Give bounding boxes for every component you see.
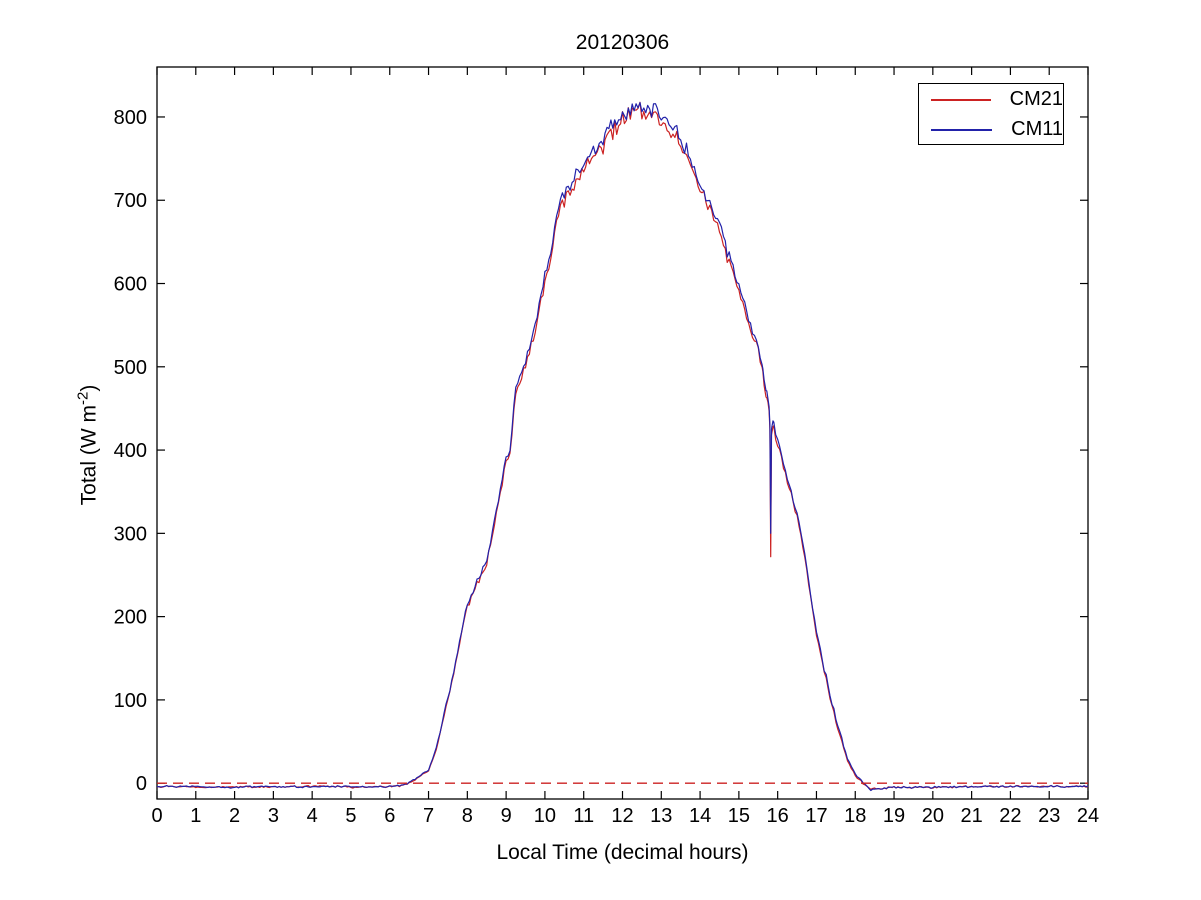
y-axis-label: Total (W m-2) (75, 385, 102, 506)
legend-entry-cm11: CM11 (919, 115, 1063, 144)
x-tick-label: 11 (573, 805, 594, 827)
x-tick-label: 6 (384, 805, 395, 827)
x-tick-label: 9 (501, 805, 512, 827)
y-tick-label: 400 (114, 440, 147, 462)
cm21-line-sample (931, 98, 991, 101)
y-tick-label: 800 (114, 107, 147, 129)
y-tick-label: 700 (114, 190, 147, 212)
x-tick-label: 0 (151, 805, 162, 827)
legend: CM21 CM11 (918, 83, 1064, 145)
x-tick-label: 16 (767, 805, 789, 827)
x-tick-label: 7 (423, 805, 434, 827)
x-tick-label: 12 (611, 805, 633, 827)
x-tick-label: 14 (689, 805, 711, 827)
x-tick-label: 24 (1077, 805, 1099, 827)
y-axis-label-close: ) (77, 384, 101, 392)
x-axis-label: Local Time (decimal hours) (496, 841, 749, 864)
x-tick-label: 5 (345, 805, 356, 827)
x-tick-label: 20 (922, 805, 944, 827)
series-line-cm21 (156, 101, 1089, 790)
x-tick-label: 4 (307, 805, 318, 827)
x-tick-label: 3 (268, 805, 279, 827)
x-tick-label: 21 (961, 805, 983, 827)
x-tick-label: 22 (999, 805, 1021, 827)
cm11-line-sample (931, 128, 993, 131)
chart-title: 20120306 (575, 31, 670, 54)
x-tick-label: 23 (1038, 805, 1060, 827)
y-tick-label: 500 (114, 357, 147, 379)
legend-label-cm21: CM21 (1009, 88, 1063, 110)
x-tick-label: 8 (462, 805, 473, 827)
x-tick-label: 2 (229, 805, 240, 827)
y-tick-label: 300 (114, 523, 147, 545)
series-line-cm11 (156, 101, 1089, 792)
y-tick-label: 200 (114, 607, 147, 629)
x-tick-label: 10 (534, 805, 556, 827)
axes-box (156, 66, 1089, 800)
y-tick-label: 100 (114, 690, 147, 712)
y-axis-label-superscript: -2 (74, 391, 92, 405)
x-tick-label: 15 (728, 805, 750, 827)
legend-label-cm11: CM11 (1011, 118, 1063, 140)
y-axis-label-text: Total (W m (77, 405, 101, 506)
x-tick-label: 19 (883, 805, 905, 827)
y-tick-label: 600 (114, 274, 147, 296)
y-tick-label: 0 (136, 773, 147, 795)
x-tick-label: 13 (650, 805, 672, 827)
x-tick-label: 17 (805, 805, 827, 827)
x-tick-label: 18 (844, 805, 866, 827)
legend-entry-cm21: CM21 (919, 85, 1063, 114)
x-tick-label: 1 (190, 805, 201, 827)
